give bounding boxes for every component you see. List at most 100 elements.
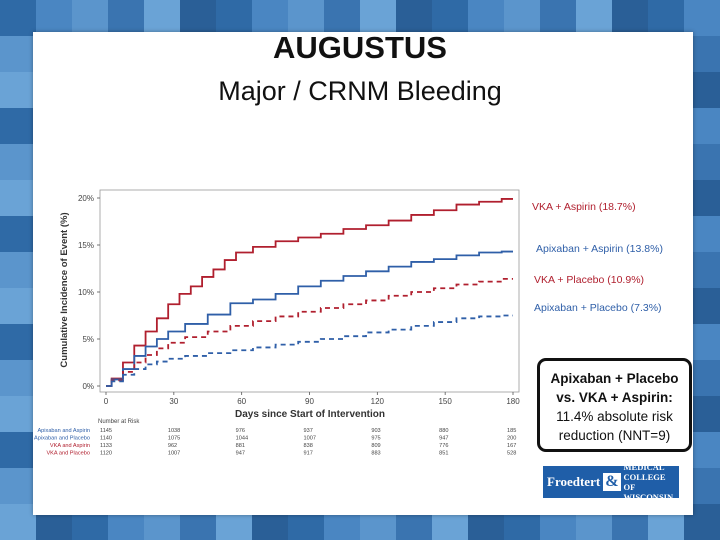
x-tick-label: 150 [438,397,452,406]
bg-tile [504,0,540,36]
x-tick-label: 30 [169,397,178,406]
at-risk-value: 1075 [168,436,180,442]
bg-tile [0,108,36,144]
y-tick-label: 0% [82,382,94,391]
at-risk-row-label: Apixaban and Aspirin [37,428,90,434]
callout-line-4: reduction (NNT=9) [558,428,671,443]
bg-tile [0,216,36,252]
x-axis-label: Days since Start of Intervention [235,409,385,420]
x-tick-label: 120 [371,397,385,406]
at-risk-value: 883 [371,451,380,457]
at-risk-value: 976 [236,428,245,434]
series-legend-label: VKA + Placebo (10.9%) [534,274,644,286]
at-risk-value: 1140 [100,436,112,442]
at-risk-value: 1133 [100,443,112,449]
y-tick-label: 10% [78,288,94,297]
x-tick-label: 60 [237,397,246,406]
bg-tile [0,504,36,540]
at-risk-value: 937 [304,428,313,434]
series-legend-label: Apixaban + Aspirin (13.8%) [536,243,663,255]
bg-tile [252,0,288,36]
bg-tile [576,0,612,36]
bg-tile [0,432,36,468]
bg-tile [324,0,360,36]
logo-wisconsin: Wisconsin [623,492,674,502]
at-risk-value: 880 [439,428,448,434]
slide-subtitle: Major / CRNM Bleeding [218,76,502,106]
y-tick-label: 15% [78,241,94,250]
bg-tile [684,0,720,36]
at-risk-value: 1120 [100,451,112,457]
series-line [106,250,513,387]
bg-tile [0,396,36,432]
bg-tile [0,72,36,108]
at-risk-value: 851 [439,451,448,457]
x-tick-label: 90 [305,397,314,406]
callout-line-2: vs. VKA + Aspirin: [556,390,673,405]
at-risk-row-label: VKA and Placebo [46,451,90,457]
at-risk-value: 167 [507,443,516,449]
at-risk-value: 1007 [168,451,180,457]
logo-froedtert: Froedtert [547,474,601,489]
at-risk-value: 962 [168,443,177,449]
at-risk-value: 809 [371,443,380,449]
at-risk-value: 917 [304,451,313,457]
bg-tile [108,0,144,36]
bg-tile [432,0,468,36]
x-tick-label: 180 [506,397,520,406]
bg-tile [0,288,36,324]
bg-tile [0,324,36,360]
bg-tile [0,36,36,72]
bg-tile [0,0,36,36]
series-legend-label: Apixaban + Placebo (7.3%) [534,302,662,314]
at-risk-value: 975 [371,436,380,442]
bg-tile [144,0,180,36]
at-risk-value: 903 [371,428,380,434]
y-tick-label: 20% [78,194,94,203]
callout-line-1: Apixaban + Placebo [550,371,679,386]
bg-tile [468,0,504,36]
at-risk-value: 185 [507,428,516,434]
slide-title: AUGUSTUS [273,30,447,65]
at-risk-value: 200 [507,436,516,442]
bg-tile [0,144,36,180]
at-risk-row-label: VKA and Aspirin [50,443,90,449]
at-risk-value: 528 [507,451,516,457]
bg-tile [0,360,36,396]
logo-ampersand: & [603,473,621,491]
bg-tile [36,0,72,36]
at-risk-value: 881 [236,443,245,449]
bg-tile [396,0,432,36]
at-risk-value: 947 [236,451,245,457]
y-tick-label: 5% [82,335,94,344]
nnt-callout-box: Apixaban + Placebo vs. VKA + Aspirin: 11… [537,358,692,452]
institution-logo: Froedtert & Medical College of Wisconsin [543,462,679,502]
x-tick-label: 0 [104,397,109,406]
at-risk-value: 838 [304,443,313,449]
at-risk-value: 776 [439,443,448,449]
bg-tile [288,0,324,36]
logo-medical: Medical [623,462,665,472]
callout-line-3: 11.4% absolute risk [556,409,673,424]
bg-tile [0,252,36,288]
series-legend-label: VKA + Aspirin (18.7%) [532,201,636,213]
series-line [106,198,513,387]
at-risk-value: 1145 [100,428,112,434]
at-risk-value: 947 [439,436,448,442]
bg-tile [0,180,36,216]
bg-tile [180,0,216,36]
at-risk-value: 1038 [168,428,180,434]
bg-tile [612,0,648,36]
at-risk-heading: Number at Risk [98,419,140,425]
at-risk-value: 1044 [236,436,248,442]
series-line [106,314,513,387]
bg-tile [360,0,396,36]
y-axis-label: Cumulative Incidence of Event (%) [59,212,70,367]
bg-tile [216,0,252,36]
at-risk-row-label: Apixaban and Placebo [34,436,90,442]
at-risk-value: 1007 [304,436,316,442]
bg-tile [72,0,108,36]
bg-tile [0,468,36,504]
bg-tile [540,0,576,36]
